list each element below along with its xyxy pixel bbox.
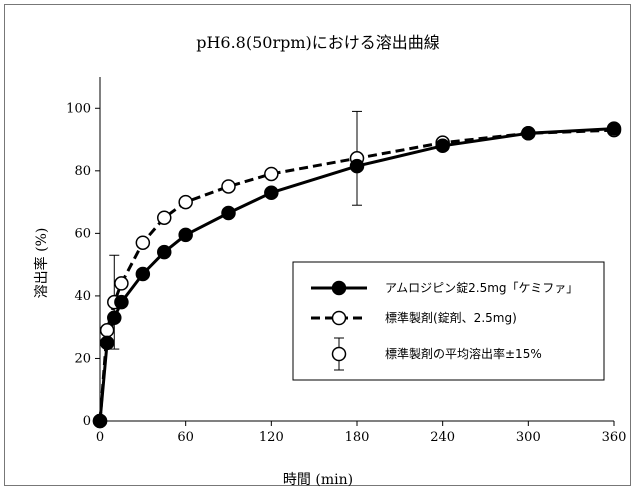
x-tick-label: 300 <box>516 430 541 445</box>
data-point-series-1 <box>521 126 536 141</box>
legend-label-2: 標準製剤(錠剤、2.5mg) <box>385 310 517 325</box>
tick-labels: 0 20 40 60 80 100 0 60 120 180 240 300 360 <box>66 101 626 445</box>
y-tick-label: 100 <box>66 101 91 116</box>
data-point-series-2 <box>135 235 151 250</box>
series-group <box>92 121 622 429</box>
legend-label-3: 標準製剤の平均溶出率±15% <box>385 346 542 361</box>
data-point-series-2 <box>114 276 129 291</box>
data-point-series-1 <box>114 294 129 310</box>
y-tick-label: 0 <box>83 414 91 429</box>
data-point-series-1 <box>264 185 279 200</box>
data-point-series-1 <box>107 310 122 326</box>
data-point-series-1 <box>435 138 450 154</box>
x-tick-label: 60 <box>177 430 194 445</box>
data-point-series-2 <box>264 166 279 182</box>
data-point-series-1 <box>99 335 115 351</box>
data-point-series-1 <box>221 205 236 221</box>
x-tick-label: 0 <box>96 430 104 445</box>
legend-marker-1 <box>331 280 347 296</box>
y-tick-label: 80 <box>74 164 91 179</box>
x-tick-label: 360 <box>602 430 627 445</box>
legend-label-1: アムロジピン錠2.5mg「ケミファ」 <box>385 280 578 295</box>
data-point-series-1 <box>135 266 151 282</box>
x-tick-label: 240 <box>430 430 455 445</box>
x-tick-label: 120 <box>259 430 284 445</box>
chart-frame <box>4 4 631 486</box>
data-point-series-2 <box>221 179 236 194</box>
data-point-series-2 <box>178 194 193 210</box>
data-point-series-1 <box>606 121 622 136</box>
data-point-series-1 <box>157 244 172 260</box>
data-point-series-1 <box>178 227 193 243</box>
y-tick-label: 60 <box>74 226 91 241</box>
x-axis-label: 時間 (min) <box>283 472 353 488</box>
y-axis-label: 溶出率 (%) <box>33 228 50 299</box>
x-tick-label: 180 <box>345 430 370 445</box>
legend-marker-3 <box>331 346 347 362</box>
legend-marker-2 <box>331 310 347 326</box>
legend: アムロジピン錠2.5mg「ケミファ」標準製剤(錠剤、2.5mg) 標準製剤の平均溶… <box>292 261 605 381</box>
y-tick-label: 20 <box>74 351 91 366</box>
data-point-series-1 <box>92 413 108 429</box>
data-point-series-1 <box>349 158 365 174</box>
chart-title: pH6.8(50rpm)における溶出曲線 <box>196 33 440 52</box>
data-point-series-2 <box>157 210 172 225</box>
y-tick-label: 40 <box>74 289 91 304</box>
data-point-series-2 <box>99 323 115 338</box>
